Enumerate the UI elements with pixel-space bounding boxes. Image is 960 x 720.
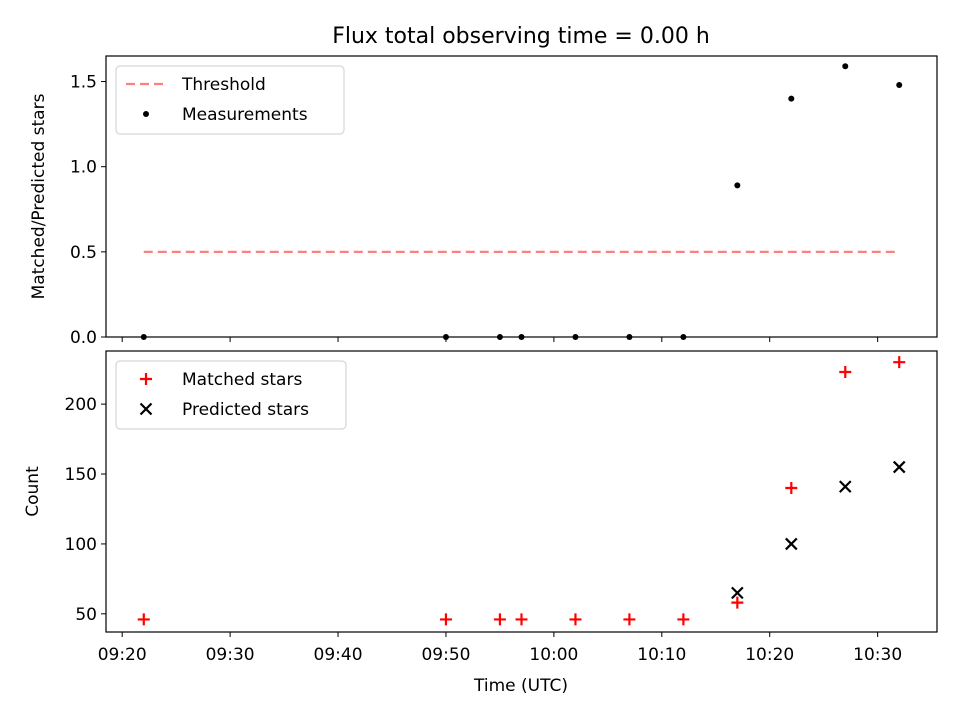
predicted-star-point — [731, 586, 744, 600]
top-y-tick-label: 1.0 — [70, 158, 97, 178]
figure-title: Flux total observing time = 0.00 h — [332, 24, 710, 49]
legend-label: Threshold — [181, 75, 266, 95]
legend-measurement-swatch — [143, 111, 149, 117]
matched-star-point — [493, 613, 506, 626]
measurement-point — [680, 334, 687, 340]
top-y-axis-label: Matched/Predicted stars — [29, 93, 49, 299]
predicted-star-point — [785, 537, 798, 551]
top-y-tick-label: 1.5 — [70, 73, 97, 93]
matched-star-point — [137, 613, 150, 626]
matched-star-point — [569, 613, 582, 626]
x-tick-label: 10:00 — [529, 645, 578, 665]
legend-matched-swatch — [140, 373, 152, 385]
x-tick-label: 09:40 — [314, 645, 363, 665]
x-tick-label: 10:10 — [637, 645, 686, 665]
legend-label: Predicted stars — [182, 400, 309, 420]
x-tick-label: 09:50 — [421, 645, 470, 665]
measurement-point — [842, 63, 849, 70]
bottom-axes: 09:20 09:30 09:40 09:50 10:00 10:10 10:20 10:30… — [23, 350, 938, 665]
x-tick-label: 10:20 — [745, 645, 794, 665]
x-tick-label: 09:30 — [206, 645, 255, 665]
series-matched-stars — [137, 356, 906, 626]
bottom-legend: Matched stars Predicted stars — [115, 360, 347, 430]
measurement-point — [518, 334, 525, 340]
legend-predicted-swatch — [139, 402, 153, 416]
measurement-point — [496, 334, 503, 340]
top-legend-box — [115, 65, 345, 135]
bottom-y-tick-label: 200 — [65, 395, 97, 415]
predicted-star-point — [892, 460, 906, 474]
bottom-y-tick-label: 100 — [65, 535, 97, 555]
top-y-tick-label: 0.0 — [70, 328, 97, 348]
matched-star-point — [623, 613, 636, 626]
bottom-y-tick-label: 50 — [75, 605, 97, 625]
matched-star-point — [785, 482, 798, 495]
measurement-point — [788, 95, 795, 102]
measurement-point — [626, 334, 633, 340]
matched-star-point — [731, 596, 744, 609]
top-y-tick-label: 0.5 — [70, 243, 97, 263]
bottom-y-axis-label: Count — [23, 466, 43, 517]
bottom-y-tick-label: 150 — [65, 465, 97, 485]
measurement-point — [442, 334, 449, 340]
matched-star-point — [893, 356, 906, 369]
legend-label: Measurements — [182, 105, 308, 125]
measurement-point — [896, 81, 903, 88]
series-predicted-stars — [731, 460, 906, 600]
predicted-star-point — [838, 480, 852, 493]
legend-label: Matched stars — [182, 370, 302, 390]
series-measurements — [140, 63, 903, 340]
matched-star-point — [515, 613, 528, 626]
x-tick-label: 09:20 — [98, 645, 147, 665]
x-axis-label: Time (UTC) — [473, 676, 568, 696]
bottom-axes-frame — [105, 350, 938, 633]
matched-star-point — [677, 613, 690, 626]
top-legend: Threshold Measurements — [115, 65, 345, 135]
bottom-legend-box — [115, 360, 347, 430]
measurement-point — [140, 334, 147, 340]
top-axes: 0.0 0.5 1.0 1.5 Matched/Predicted stars Thres… — [29, 55, 938, 348]
matched-star-point — [839, 365, 852, 378]
measurement-point — [734, 182, 741, 189]
x-tick-label: 10:30 — [853, 645, 902, 665]
measurement-point — [572, 334, 579, 340]
matched-star-point — [439, 613, 452, 626]
